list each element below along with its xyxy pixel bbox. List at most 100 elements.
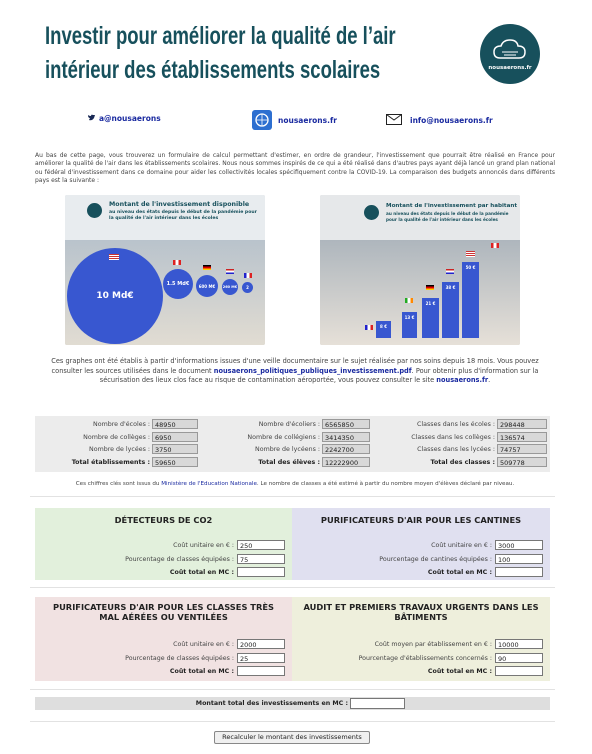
separator	[30, 587, 555, 588]
intro-text: Au bas de cette page, vous trouverez un …	[35, 152, 555, 184]
section-title: AUDIT ET PREMIERS TRAVAUX URGENTS DANS L…	[303, 602, 539, 622]
infographic-subtitle: au niveau des états depuis le début de l…	[109, 210, 257, 221]
grand-total-input[interactable]	[350, 698, 405, 709]
section-card: DÉTECTEURS DE CO2 Coût unitaire en € :250…	[35, 508, 292, 580]
stats-panel: Nombre d'écoles :48950 Nombre de collèges…	[35, 416, 550, 472]
stat-value: 6565850	[322, 419, 370, 429]
bubble-label: 600 M€	[198, 283, 216, 289]
separator	[30, 496, 555, 497]
field-input[interactable]: 90	[495, 652, 543, 663]
infographic-budget: Montant de l'investissement disponible a…	[65, 195, 265, 345]
site-link[interactable]: nousaerons.fr	[278, 116, 337, 125]
field-label: Pourcentage de cantines équipées :	[379, 555, 492, 563]
stat-value: 3414350	[322, 431, 370, 442]
logo-text: nousaerons.fr	[488, 65, 532, 71]
section-title: PURIFICATEURS D'AIR POUR LES CANTINES	[320, 515, 522, 525]
stat-value: 59650	[152, 456, 198, 467]
title-line: Investir pour améliorer la qualité de l’…	[45, 22, 396, 50]
ministry-link[interactable]: Ministère de l'Education Nationale	[161, 481, 257, 487]
stat-label: Classes dans les écoles :	[417, 421, 495, 428]
sources-text: Ces graphes ont été établis à partir d'i…	[35, 357, 555, 386]
section-card: PURIFICATEURS D'AIR POUR LES CANTINES Coû…	[292, 508, 550, 580]
stat-value: 2242700	[322, 444, 370, 454]
stat-label: Nombre de collèges :	[83, 433, 150, 441]
total-input[interactable]	[237, 666, 285, 676]
total-label: Total des élèves :	[258, 458, 320, 466]
stat-label: Classes dans les collèges :	[411, 433, 495, 441]
bubble: 10 Md€	[67, 248, 163, 344]
field-label: Pourcentage d'établissements concernés :	[358, 654, 492, 662]
total-label: Coût total en MC :	[169, 569, 234, 576]
bar-label: 8 €	[380, 324, 387, 329]
field-label: Coût unitaire en € :	[173, 542, 234, 549]
field-input[interactable]: 10000	[495, 639, 543, 649]
total-input[interactable]	[495, 567, 543, 577]
field-label: Pourcentage de classes équipées :	[125, 654, 234, 662]
bubble-label: 260 M€	[222, 285, 238, 289]
globe-icon	[252, 110, 272, 130]
total-input[interactable]	[237, 567, 285, 577]
bar: 8 €	[376, 321, 391, 338]
source-note: Ces chiffres clés sont issus du Ministèr…	[35, 480, 555, 488]
mail-icon	[386, 114, 402, 125]
bar-label: 38 €	[445, 285, 456, 290]
stat-value: 136574	[497, 431, 547, 442]
total-label: Coût total en MC :	[169, 668, 234, 675]
field-input[interactable]: 25	[237, 652, 285, 663]
bubble: 600 M€	[196, 275, 218, 297]
stat-value: 509778	[497, 456, 547, 467]
field-label: Coût unitaire en € :	[173, 641, 234, 648]
total-label: Coût total en MC :	[427, 569, 492, 576]
bubble-label: 10 Md€	[96, 291, 134, 301]
separator	[30, 689, 555, 690]
stat-value: 12222900	[322, 456, 370, 467]
bar: 50 €	[462, 262, 479, 338]
bubble: 2	[242, 282, 253, 293]
field-input[interactable]: 3000	[495, 540, 543, 550]
bar: 38 €	[442, 282, 459, 338]
bubble: 1.5 Md€	[163, 269, 193, 299]
text: .	[488, 376, 491, 384]
stat-label: Nombre de collégiens :	[247, 433, 320, 441]
field-label: Coût moyen par établissement en € :	[374, 641, 492, 648]
section-card: PURIFICATEURS D'AIR POUR LES CLASSES TRÈ…	[35, 597, 292, 681]
total-label: Coût total en MC :	[427, 668, 492, 675]
stat-value: 298448	[497, 419, 547, 429]
bar-label: 13 €	[404, 315, 415, 320]
field-input[interactable]: 100	[495, 553, 543, 564]
twitter-link[interactable]: a@nousaerons	[99, 114, 161, 123]
bar: 21 €	[422, 298, 439, 338]
separator	[30, 721, 555, 722]
stat-label: Nombre de lycéens :	[255, 446, 320, 453]
bar: 13 €	[402, 312, 417, 338]
field-input[interactable]: 75	[237, 553, 285, 564]
infographic-title: Montant de l'investissement disponible	[109, 201, 250, 208]
pdf-link[interactable]: nousaerons_politiques_publiques_investis…	[213, 366, 412, 375]
bubble-label: 2	[246, 285, 249, 290]
bar-label: 50 €	[465, 265, 476, 270]
infographic-per-capita: Montant de l'investissement par habitant…	[320, 195, 520, 345]
stat-label: Nombre d'écoliers :	[258, 421, 320, 428]
logo[interactable]: nousaerons.fr	[480, 24, 540, 84]
text: . Pour obtenir plus d'information sur la…	[99, 366, 539, 385]
infographic-subtitle: au niveau des états depuis le début de l…	[386, 211, 509, 222]
stat-value: 48950	[152, 419, 198, 429]
twitter-icon	[88, 114, 95, 121]
grand-total-label: Montant total des investissements en MC …	[195, 700, 348, 707]
recalculate-button[interactable]: Recalculer le montant des investissement…	[214, 731, 370, 744]
email-link[interactable]: info@nousaerons.fr	[410, 116, 493, 125]
grand-total-bar: Montant total des investissements en MC …	[35, 697, 550, 710]
stat-value: 3750	[152, 444, 198, 454]
field-input[interactable]: 2000	[237, 639, 285, 649]
site-link[interactable]: nousaerons.fr	[436, 376, 489, 384]
logo-icon	[493, 39, 526, 59]
total-input[interactable]	[495, 666, 543, 676]
field-input[interactable]: 250	[237, 540, 285, 550]
stat-label: Nombre d'écoles :	[93, 421, 150, 428]
total-label: Total établissements :	[71, 458, 150, 466]
stat-value: 6950	[152, 431, 198, 442]
bubble-label: 1.5 Md€	[166, 281, 190, 287]
text: Ces graphes ont été établis à partir d'i…	[51, 357, 539, 375]
total-label: Total des classes :	[430, 458, 495, 466]
